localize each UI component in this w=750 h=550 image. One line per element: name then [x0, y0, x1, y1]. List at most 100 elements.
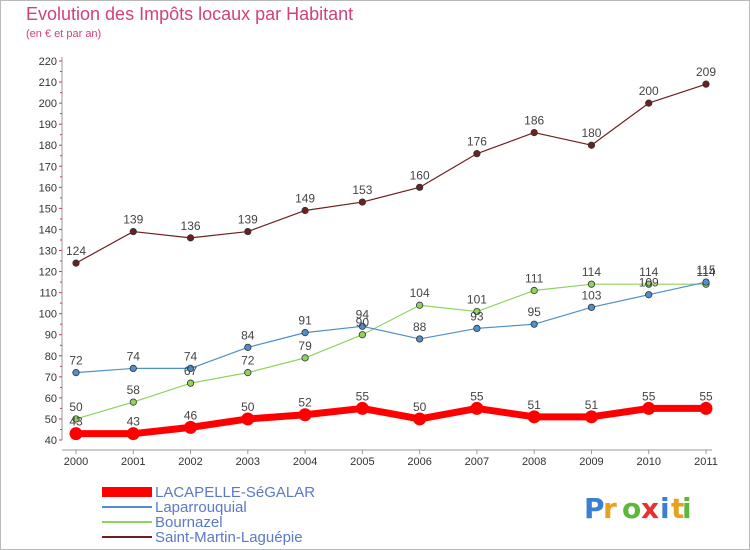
- y-tick-label: 180: [39, 140, 57, 152]
- x-tick-label: 2007: [465, 456, 489, 468]
- y-tick-label: 150: [39, 203, 57, 215]
- data-point: [702, 278, 710, 286]
- y-tick-label: 50: [45, 414, 57, 426]
- data-label: 200: [639, 84, 659, 98]
- data-point: [470, 401, 484, 415]
- data-label: 72: [241, 354, 255, 368]
- series-line: [75, 83, 707, 264]
- data-point: [645, 99, 653, 107]
- data-label: 90: [356, 316, 370, 330]
- series-line: [75, 281, 707, 374]
- data-label: 52: [298, 396, 312, 410]
- data-label: 114: [582, 265, 601, 279]
- data-point: [587, 280, 596, 288]
- data-point: [184, 420, 198, 434]
- data-label: 115: [696, 263, 715, 277]
- data-point: [358, 331, 366, 339]
- data-label: 103: [581, 288, 601, 302]
- x-tick-label: 2001: [121, 456, 145, 468]
- data-label: 114: [639, 265, 658, 279]
- chart-subtitle: (en € et par an): [26, 28, 102, 40]
- data-point: [473, 150, 481, 158]
- data-label: 84: [241, 328, 255, 342]
- data-point: [473, 307, 481, 316]
- data-point: [72, 259, 80, 267]
- data-label: 91: [298, 314, 312, 328]
- x-tick-label: 2003: [236, 456, 260, 468]
- x-tick-label: 2005: [350, 456, 374, 468]
- data-label: 67: [184, 364, 198, 378]
- series-1: [72, 278, 710, 377]
- data-label: 95: [528, 305, 542, 319]
- data-label: 101: [467, 293, 487, 307]
- logo-letter: x: [641, 492, 659, 525]
- data-label: 111: [525, 272, 544, 286]
- y-tick-label: 200: [39, 98, 57, 110]
- proxiti-logo: Pr o x i ti: [584, 492, 692, 525]
- data-point: [186, 379, 195, 387]
- series-2: [72, 280, 710, 423]
- y-tick-label: 220: [39, 56, 57, 68]
- x-tick-label: 2011: [694, 456, 718, 468]
- data-point: [587, 141, 596, 149]
- data-labels: 124 139 136 139 149 153 160 176 186 180 200 209 50 58…: [66, 65, 716, 429]
- x-tick-label: 2010: [636, 456, 660, 468]
- y-tick-label: 120: [39, 267, 57, 279]
- data-point: [473, 324, 481, 333]
- data-label: 79: [298, 339, 312, 353]
- x-tick-label: 2000: [64, 456, 88, 468]
- y-tick-label: 80: [45, 351, 57, 363]
- data-point: [642, 401, 656, 415]
- data-point: [416, 335, 424, 343]
- data-point: [587, 303, 596, 311]
- x-tick-label: 2009: [579, 456, 603, 468]
- data-label: 50: [413, 400, 427, 414]
- data-label: 94: [356, 307, 370, 321]
- data-point: [527, 410, 541, 424]
- data-label: 209: [696, 65, 716, 79]
- data-label: 55: [642, 389, 656, 403]
- data-label: 149: [295, 191, 315, 205]
- data-point: [244, 227, 252, 236]
- data-label: 74: [184, 349, 198, 363]
- data-label: 124: [66, 244, 86, 258]
- data-point: [244, 343, 252, 351]
- data-label: 186: [524, 114, 544, 128]
- data-point: [129, 227, 137, 236]
- chart-title: Evolution des Impôts locaux par Habitant: [26, 4, 354, 24]
- data-label: 51: [585, 398, 599, 412]
- y-tick-label: 70: [45, 372, 57, 384]
- data-point: [355, 401, 369, 415]
- data-point: [129, 398, 137, 406]
- data-point: [645, 291, 653, 299]
- series-line: [72, 404, 710, 438]
- data-point: [416, 183, 424, 191]
- data-point: [530, 320, 538, 328]
- data-point: [186, 234, 195, 242]
- data-point: [413, 412, 427, 426]
- data-label: 136: [181, 219, 201, 233]
- data-point: [530, 128, 538, 137]
- data-label: 160: [410, 168, 430, 182]
- data-point: [584, 410, 598, 424]
- y-tick-label: 40: [45, 435, 57, 447]
- logo-letter: i: [682, 492, 692, 525]
- y-tick-label: 60: [45, 393, 57, 405]
- data-label: 43: [69, 415, 83, 429]
- y-tick-label: 130: [39, 246, 57, 258]
- y-tick-label: 210: [39, 77, 57, 89]
- data-point: [699, 401, 713, 415]
- logo-letter: t: [671, 492, 684, 525]
- y-tick-label: 140: [39, 224, 57, 236]
- x-tick-label: 2006: [407, 456, 431, 468]
- data-label: 58: [127, 383, 141, 397]
- data-label: 43: [127, 415, 141, 429]
- data-label: 93: [470, 309, 484, 323]
- legend-label: LACAPELLE-SéGALAR: [155, 484, 315, 501]
- axes: 4050607080901001101201301401501601701801…: [39, 56, 718, 468]
- y-tick-label: 100: [39, 309, 57, 321]
- data-point: [186, 364, 195, 373]
- data-point: [358, 322, 366, 330]
